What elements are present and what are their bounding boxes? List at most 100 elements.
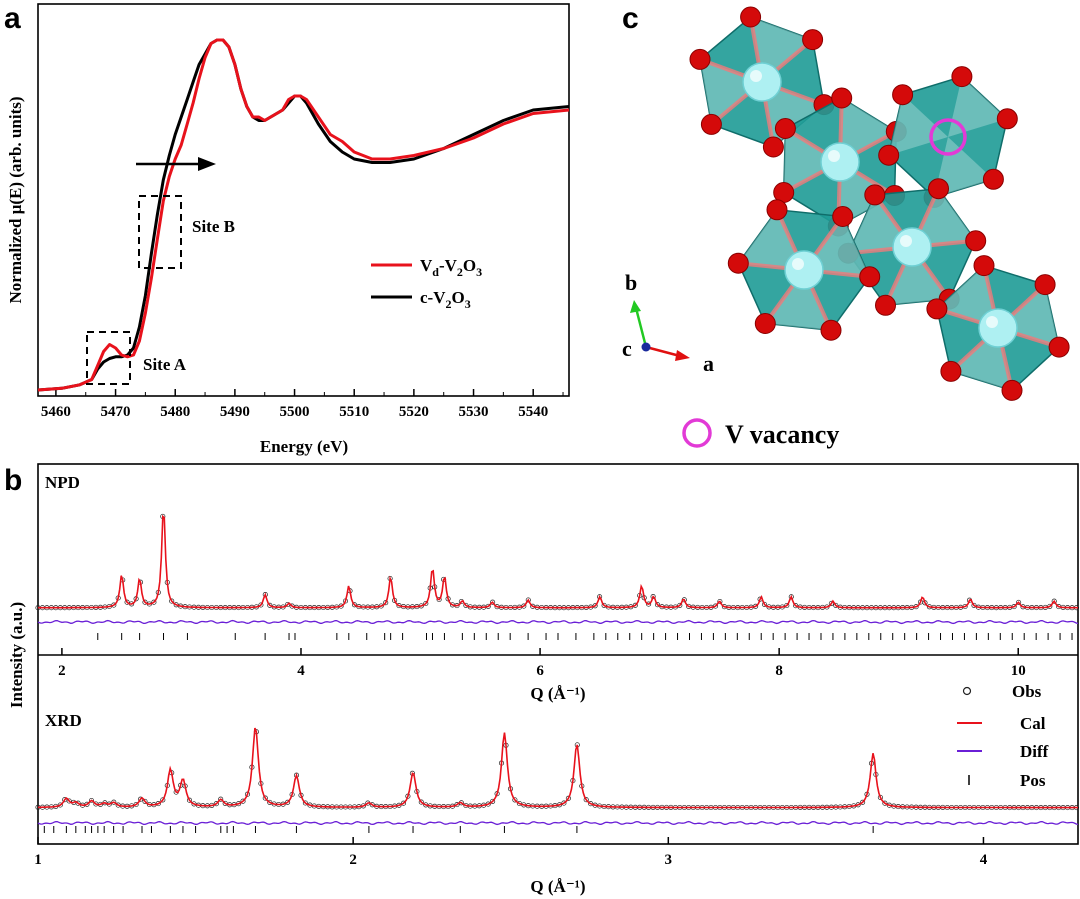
obs-point <box>793 603 799 609</box>
o-atom <box>1048 336 1070 358</box>
diffraction-frame <box>37 463 1079 845</box>
obs-point <box>133 801 139 808</box>
vacancy-legend-symbol <box>682 418 712 448</box>
v-atom-highlight <box>986 316 998 328</box>
o-atom <box>940 360 962 382</box>
xanes-x-tick-label: 5520 <box>399 404 429 420</box>
legend-obs-symbol <box>962 686 972 696</box>
x-tick-label: 2 <box>58 663 66 679</box>
npd-plot <box>35 513 1080 640</box>
legend-obs-label: Obs <box>1012 682 1042 701</box>
obs-point <box>262 795 268 801</box>
obs-point <box>592 603 598 609</box>
v-atom-highlight <box>828 150 840 162</box>
v-atom <box>820 142 860 182</box>
calc-line <box>38 514 1078 609</box>
o-atom <box>973 255 995 277</box>
obs-point <box>418 799 424 805</box>
c-axis-dot <box>641 342 651 352</box>
crystal-structure: b c a V vacancy <box>622 6 1070 449</box>
v-atom <box>742 62 782 102</box>
b-axis-arrowhead <box>630 300 641 313</box>
obs-point <box>436 596 442 603</box>
b-axis-arrow <box>634 307 648 348</box>
xanes-x-tick-label: 5480 <box>160 404 190 420</box>
obs-point <box>186 797 193 803</box>
obs-point <box>142 599 148 605</box>
obs-point <box>369 802 375 808</box>
octahedron-facet <box>765 270 831 331</box>
x-tick-label: 4 <box>297 663 305 679</box>
crystal-polyhedra <box>689 6 1070 401</box>
c-axis-label: c <box>622 336 632 361</box>
v-atom <box>892 227 932 267</box>
obs-point <box>833 602 839 608</box>
xanes-x-tick-label: 5540 <box>518 404 548 420</box>
x-tick-label: 4 <box>980 852 988 868</box>
diff-line <box>37 820 1079 826</box>
xanes-chart: 5460 5470 5480 5490 5500 5510 5520 5530 5540 Ene… <box>6 3 570 456</box>
obs-point <box>400 800 407 806</box>
xanes-x-tick-label: 5490 <box>220 404 250 420</box>
xanes-y-axis-label: Normalized μ(E) (arb. units) <box>6 96 25 303</box>
o-atom <box>762 136 784 158</box>
a-axis-arrowhead <box>675 350 690 361</box>
obs-point <box>111 602 117 608</box>
octahedron-facet <box>700 59 762 125</box>
vacancy-marker <box>929 118 967 156</box>
obs-point <box>490 599 496 605</box>
obs-point <box>761 601 768 607</box>
o-atom <box>926 298 948 320</box>
xanes-x-tick-label: 5530 <box>459 404 489 420</box>
legend-cal-label: Cal <box>1020 714 1046 733</box>
obs-point <box>218 796 224 802</box>
xanes-x-ticks: 5460 5470 5480 5490 5500 5510 5520 5530 5540 <box>41 389 564 420</box>
obs-point <box>860 799 866 805</box>
obs-point <box>75 800 81 806</box>
obs-point <box>882 800 888 806</box>
octahedron-facet <box>948 76 1008 137</box>
o-atom <box>928 178 949 200</box>
obs-point <box>677 602 683 608</box>
obs-point <box>561 800 567 806</box>
x-tick-label: 10 <box>1011 663 1026 679</box>
obs-point <box>302 800 308 806</box>
xanes-frame <box>37 3 570 397</box>
o-atom <box>982 168 1004 190</box>
obs-point <box>565 795 571 801</box>
obs-point <box>516 800 522 807</box>
o-atom <box>892 84 914 106</box>
octahedron-facet <box>885 247 950 306</box>
npd-label: NPD <box>45 473 80 492</box>
o-atom <box>831 87 853 109</box>
npd-x-axis-label: Q (Å⁻¹) <box>530 684 585 703</box>
obs-point <box>712 603 719 609</box>
octahedron-facet <box>738 209 804 270</box>
xanes-x-tick-label: 5510 <box>339 404 369 420</box>
vacancy-legend-label: V vacancy <box>725 420 839 449</box>
o-atom <box>1001 379 1023 401</box>
obs-point <box>258 602 264 608</box>
legend-diff-label: Diff <box>1020 742 1049 761</box>
axes-triad: b c a <box>622 270 714 376</box>
o-atom <box>1034 274 1056 296</box>
v-atom <box>784 250 824 290</box>
o-atom <box>875 294 896 316</box>
xrd-x-axis-label: Q (Å⁻¹) <box>530 877 585 896</box>
obs-point <box>240 798 246 804</box>
obs-point <box>160 797 166 803</box>
obs-point <box>169 598 175 604</box>
xanes-x-axis-label: Energy (eV) <box>260 437 348 456</box>
diff-line <box>37 619 1079 625</box>
obs-point <box>285 799 291 805</box>
b-axis-label: b <box>625 270 637 295</box>
v-atom-highlight <box>900 235 912 247</box>
xanes-x-tick-label: 5500 <box>280 404 310 420</box>
obs-point <box>463 602 469 608</box>
o-atom <box>740 6 762 28</box>
a-axis-arrow <box>645 345 681 358</box>
obs-point <box>525 597 531 603</box>
v-atom-highlight <box>792 258 804 270</box>
diffraction-legend: Obs Cal Diff Pos <box>957 682 1049 790</box>
